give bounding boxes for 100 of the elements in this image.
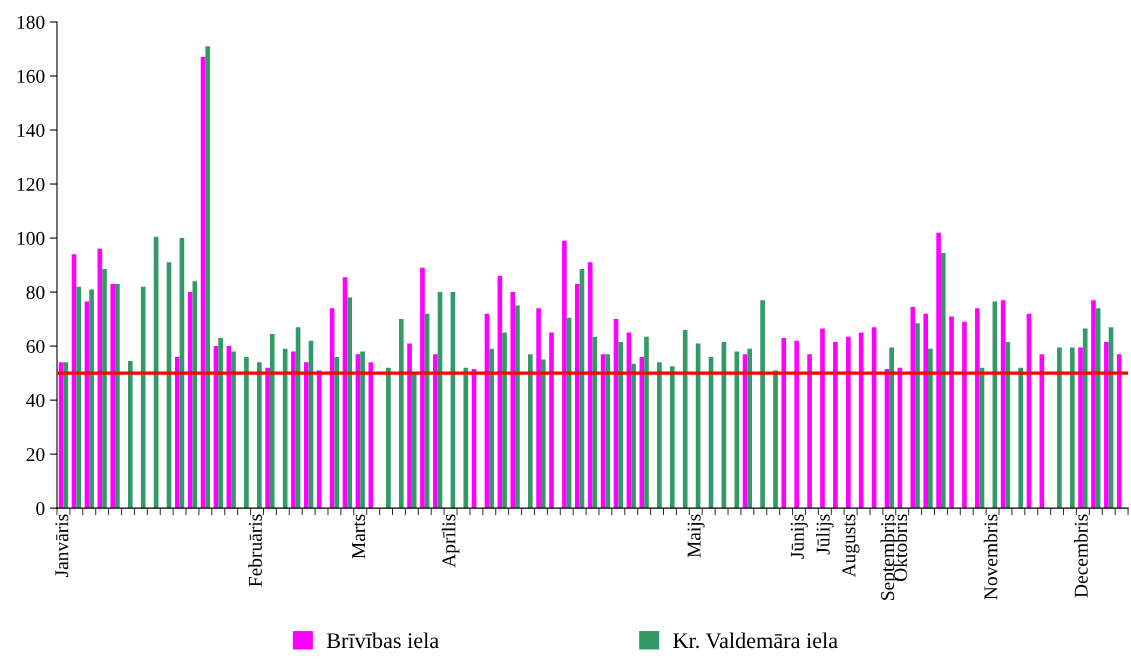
bar xyxy=(257,362,262,509)
bar xyxy=(110,283,116,509)
bar xyxy=(115,283,120,509)
y-tick-label: 80 xyxy=(26,285,45,300)
bar xyxy=(347,297,352,509)
bar xyxy=(231,351,236,509)
bar xyxy=(1116,354,1122,509)
x-tick-label: Janvāris xyxy=(55,514,69,578)
bar xyxy=(858,332,864,509)
x-tick-label: Decembris xyxy=(1074,514,1088,598)
bar xyxy=(1018,367,1024,509)
bar xyxy=(407,343,412,509)
bar xyxy=(398,319,404,509)
bar xyxy=(734,351,740,509)
bar xyxy=(510,292,516,509)
bar xyxy=(807,354,812,509)
bar xyxy=(644,336,649,509)
y-tick-label: 20 xyxy=(26,447,45,462)
bar xyxy=(1104,342,1109,509)
x-tick-label: Augusts xyxy=(842,514,860,578)
y-tick-label: 40 xyxy=(26,393,45,408)
bar xyxy=(747,348,753,509)
x-tick-label: Jūlijs xyxy=(815,514,834,555)
bar xyxy=(102,269,107,509)
bar xyxy=(63,362,69,509)
bar xyxy=(923,313,929,509)
bar xyxy=(140,286,146,509)
y-tick-label: 120 xyxy=(17,177,45,191)
bar xyxy=(536,308,541,509)
bar xyxy=(265,367,270,509)
bar xyxy=(936,232,941,509)
bar xyxy=(773,370,778,509)
bar xyxy=(303,362,309,509)
bar xyxy=(781,338,787,509)
bar xyxy=(760,300,765,509)
y-tick-label: 180 xyxy=(17,15,45,29)
bar xyxy=(127,360,133,509)
bar xyxy=(794,340,799,509)
bar xyxy=(269,333,275,509)
x-tick-label: Aprīlis xyxy=(441,514,460,568)
bar xyxy=(334,356,340,509)
bar xyxy=(618,342,623,509)
y-tick-label: 140 xyxy=(17,123,45,137)
y-tick-label: 60 xyxy=(26,339,45,354)
bar xyxy=(463,367,469,509)
bar xyxy=(928,348,933,509)
bar xyxy=(411,373,417,509)
bar xyxy=(1005,342,1011,509)
bar xyxy=(244,356,249,509)
bar xyxy=(1091,300,1096,509)
x-tick-label: Jūnijs xyxy=(790,514,808,559)
bar xyxy=(940,252,946,509)
bar xyxy=(1082,328,1088,509)
bar xyxy=(962,321,967,509)
bar xyxy=(386,367,391,509)
bar xyxy=(76,286,81,509)
bar xyxy=(528,354,533,509)
bar xyxy=(574,283,580,509)
x-tick-label: Februāris xyxy=(248,514,262,587)
bar xyxy=(433,354,438,509)
bar xyxy=(420,267,425,509)
bar xyxy=(915,323,920,509)
bar xyxy=(291,351,296,509)
y-tick-label: 160 xyxy=(17,69,45,83)
x-tick-label: Marts xyxy=(352,514,366,559)
bar xyxy=(89,289,94,509)
bar xyxy=(1069,347,1075,509)
bar xyxy=(562,240,567,509)
bar xyxy=(1057,347,1062,509)
bar xyxy=(1078,347,1083,509)
bar xyxy=(845,336,851,509)
bar xyxy=(360,351,365,509)
bar xyxy=(515,305,520,509)
bar xyxy=(820,328,825,509)
bar xyxy=(316,370,322,509)
y-tick-label: 0 xyxy=(36,501,45,516)
bar xyxy=(192,281,198,509)
bar xyxy=(975,308,980,509)
bar xyxy=(502,332,507,509)
bar xyxy=(889,347,894,509)
bar xyxy=(910,306,916,509)
y-tick-label: 100 xyxy=(17,231,45,245)
bar xyxy=(218,338,223,509)
bar xyxy=(205,46,211,509)
legend-label: Kr. Valdemāra iela xyxy=(673,632,838,649)
bar xyxy=(587,262,593,509)
bar xyxy=(631,363,636,509)
bar xyxy=(489,348,494,509)
x-tick-label: Novembris xyxy=(983,514,998,600)
bar xyxy=(949,316,954,509)
bar xyxy=(540,359,546,509)
bar xyxy=(549,332,554,509)
bar xyxy=(657,362,662,509)
bar xyxy=(669,366,675,509)
bar xyxy=(174,356,180,509)
legend-label: Brīvības iela xyxy=(326,632,439,649)
bar xyxy=(833,342,838,509)
bar xyxy=(682,329,688,509)
bar xyxy=(605,354,611,509)
x-tick-label: Maijs xyxy=(687,514,705,558)
